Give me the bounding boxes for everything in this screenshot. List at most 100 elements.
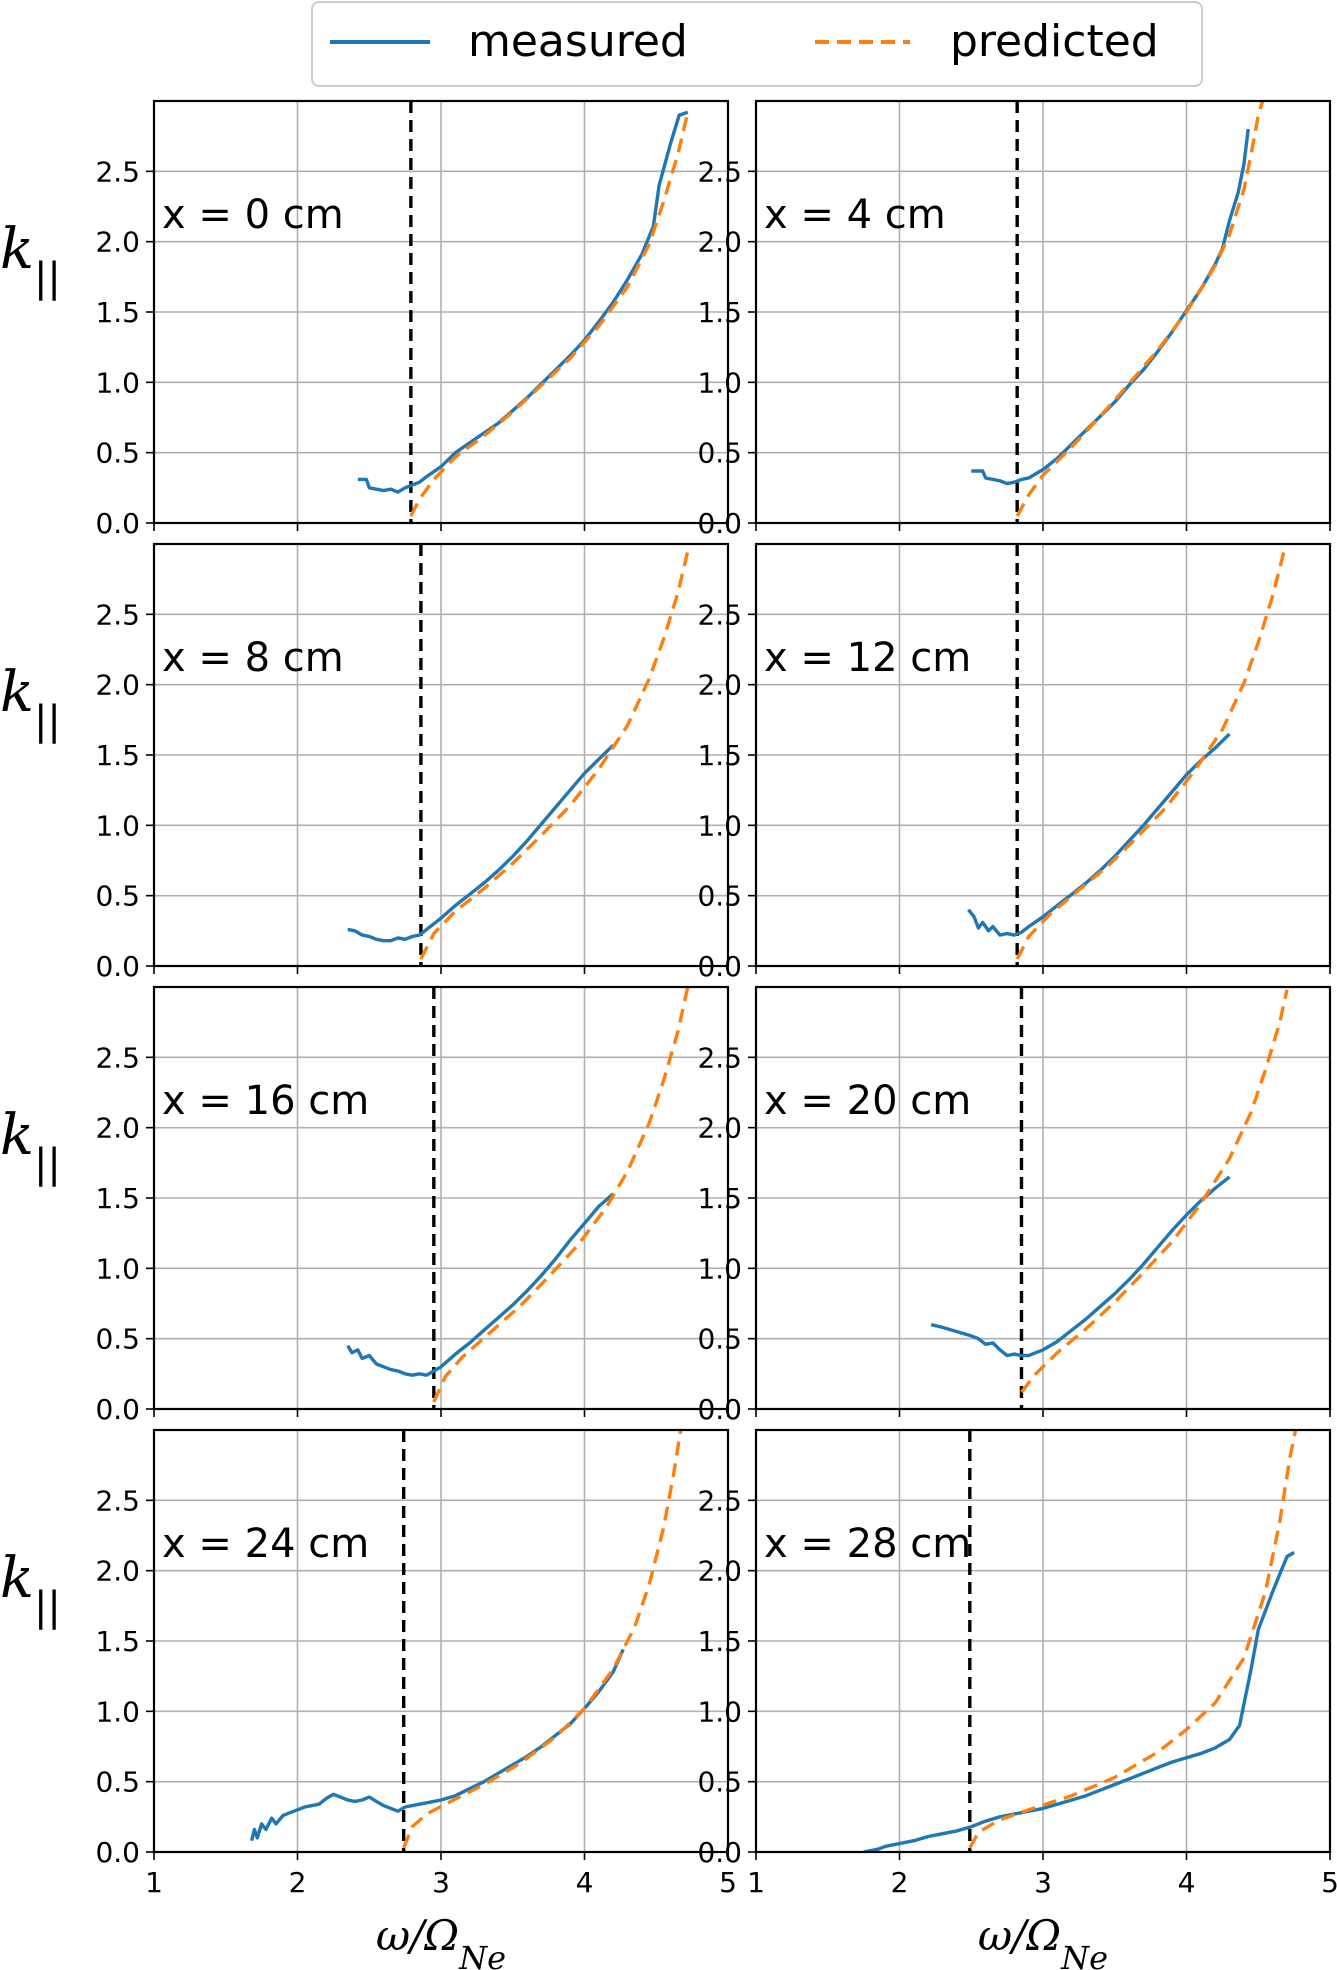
x-tick-label: 1: [145, 1866, 163, 1899]
y-tick-label: 2.0: [95, 226, 140, 259]
y-axis-label: k||: [0, 1103, 61, 1187]
y-tick-label: 2.0: [697, 1555, 742, 1588]
x-tick-label: 3: [1034, 1866, 1052, 1899]
axis-frame: [152, 99, 730, 525]
predicted-line: [968, 1430, 1298, 1849]
y-tick-label: 1.0: [697, 1252, 742, 1285]
y-axis-label-subscript: ||: [34, 698, 61, 744]
y-tick-label: 0.5: [697, 1766, 742, 1799]
predicted-line: [1020, 989, 1289, 1394]
x-axis-label-subscript: Ne: [1060, 1939, 1108, 1970]
x-axis-label: ω/ΩNe: [978, 1911, 1108, 1970]
y-axis-label-subscript: ||: [34, 255, 61, 301]
panel-label: x = 16 cm: [162, 1078, 369, 1124]
y-tick-label: 1.0: [95, 1695, 140, 1728]
y-tick-label: 2.5: [697, 155, 742, 188]
panel: 0.0 0.5 1.0 1.5 2.0 2.5 1 2 3 4 5 ω/ΩNe k|| x = 24 cm: [0, 1428, 737, 1970]
legend: measured predicted: [311, 1, 1203, 87]
x-tick-label: 3: [432, 1866, 450, 1899]
x-tick-label: 1: [747, 1866, 765, 1899]
predicted-line: [419, 550, 690, 960]
y-tick-label: 0.5: [95, 1766, 140, 1799]
y-tick-label: 1.5: [697, 739, 742, 772]
measured-line: [357, 110, 689, 494]
y-tick-label: 1.0: [95, 366, 140, 399]
measured-line: [347, 743, 615, 943]
panel-series: [930, 987, 1289, 1409]
panel-label: x = 24 cm: [162, 1521, 369, 1567]
y-tick-label: 2.5: [697, 1041, 742, 1074]
measured-line: [930, 1175, 1231, 1358]
panel: 0.0 0.5 1.0 1.5 2.0 2.5 x = 4 cm: [697, 99, 1332, 540]
y-axis-label: k||: [0, 1546, 61, 1630]
y-tick-label: 0.5: [95, 1323, 140, 1356]
y-tick-label: 1.5: [95, 1625, 140, 1658]
panel: 0.0 0.5 1.0 1.5 2.0 2.5 k|| x = 8 cm: [0, 542, 730, 983]
y-tick-label: 1.0: [95, 809, 140, 842]
y-tick-label: 0.0: [697, 1836, 742, 1869]
y-tick-label: 0.5: [697, 437, 742, 470]
x-axis-label-subscript: Ne: [458, 1939, 506, 1970]
y-tick-label: 1.5: [697, 1625, 742, 1658]
y-tick-label: 1.0: [697, 366, 742, 399]
y-tick-label: 0.5: [697, 880, 742, 913]
x-tick-label: 5: [719, 1866, 737, 1899]
y-tick-label: 2.0: [697, 1112, 742, 1145]
measured-line: [346, 1192, 615, 1377]
y-axis-label-subscript: ||: [34, 1584, 61, 1630]
y-tick-label: 0.0: [697, 1393, 742, 1426]
panel-grid: 0.0 0.5 1.0 1.5 2.0 2.5 k|| x = 0 cm 0.0 0.5 1.0 1.…: [0, 99, 1337, 1970]
x-axis-label: ω/ΩNe: [376, 1911, 506, 1970]
y-tick-label: 1.5: [95, 739, 140, 772]
y-tick-label: 1.5: [95, 296, 140, 329]
x-tick-label: 2: [289, 1866, 307, 1899]
y-tick-label: 0.0: [697, 950, 742, 983]
panel-series: [967, 544, 1286, 966]
panel-label: x = 0 cm: [162, 192, 344, 238]
y-tick-label: 2.5: [95, 1041, 140, 1074]
panel-series: [357, 101, 690, 523]
axis-frame: [152, 542, 730, 968]
axis-frame: [152, 1428, 730, 1854]
panel: 0.0 0.5 1.0 1.5 2.0 2.5 x = 20 cm: [697, 985, 1332, 1426]
predicted-line: [432, 987, 690, 1403]
y-axis-label: k||: [0, 217, 61, 301]
y-tick-label: 2.0: [95, 669, 140, 702]
y-tick-label: 1.5: [697, 1182, 742, 1215]
legend-box: [311, 1, 1203, 87]
panel-label: x = 8 cm: [162, 635, 344, 681]
y-tick-label: 2.0: [697, 226, 742, 259]
predicted-line: [402, 1430, 683, 1849]
panel: 0.0 0.5 1.0 1.5 2.0 2.5 k|| x = 0 cm: [0, 99, 730, 540]
panel-series: [971, 101, 1265, 523]
y-tick-label: 0.0: [95, 507, 140, 540]
y-tick-label: 0.5: [95, 437, 140, 470]
y-tick-label: 1.0: [95, 1252, 140, 1285]
x-tick-label: 5: [1321, 1866, 1337, 1899]
y-tick-label: 0.0: [95, 1393, 140, 1426]
predicted-line: [1015, 550, 1286, 960]
panel-series: [346, 987, 690, 1409]
panel-label: x = 12 cm: [764, 635, 971, 681]
y-tick-label: 2.5: [95, 598, 140, 631]
y-tick-label: 0.0: [95, 1836, 140, 1869]
x-tick-label: 4: [576, 1866, 594, 1899]
legend-measured-label: measured: [468, 16, 688, 67]
y-tick-label: 0.0: [95, 950, 140, 983]
y-tick-label: 0.0: [697, 507, 742, 540]
axis-frame: [152, 985, 730, 1411]
predicted-line: [409, 111, 690, 517]
panel-label: x = 28 cm: [764, 1521, 971, 1567]
panel-label: x = 20 cm: [764, 1078, 971, 1124]
axis-frame: [754, 985, 1332, 1411]
y-tick-label: 2.5: [697, 598, 742, 631]
panel: 0.0 0.5 1.0 1.5 2.0 2.5 1 2 3 4 5 ω/ΩNe x = 28 cm: [697, 1428, 1337, 1970]
panel-series: [863, 1430, 1298, 1852]
y-tick-label: 2.5: [95, 155, 140, 188]
y-tick-label: 1.0: [697, 809, 742, 842]
x-tick-label: 4: [1178, 1866, 1196, 1899]
axis-frame: [754, 99, 1332, 525]
y-tick-label: 2.0: [95, 1555, 140, 1588]
y-tick-label: 2.5: [697, 1484, 742, 1517]
